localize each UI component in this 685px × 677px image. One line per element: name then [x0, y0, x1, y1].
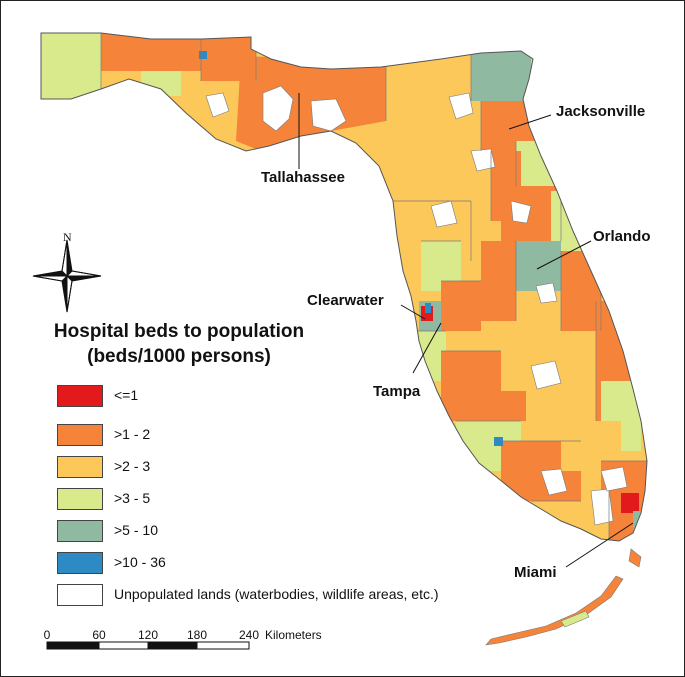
- legend-swatch: [57, 552, 103, 574]
- legend-label: >5 - 10: [114, 522, 158, 538]
- city-label-clearwater: Clearwater: [307, 292, 384, 309]
- unpopulated-area: [540, 468, 568, 496]
- unpopulated-area: [262, 85, 294, 132]
- florida-keys: [485, 548, 642, 646]
- city-label-orlando: Orlando: [593, 228, 651, 245]
- legend-swatch: [57, 584, 103, 606]
- scale-tick-label: 180: [186, 628, 208, 642]
- region-fill: [561, 251, 601, 331]
- region-fill: [621, 493, 639, 513]
- keys-fill: [485, 575, 624, 646]
- legend-label: >10 - 36: [114, 554, 166, 570]
- scale-tick-label: 0: [43, 628, 51, 642]
- region-fill: [441, 281, 481, 331]
- unpopulated-area: [310, 98, 347, 132]
- legend-label: Unpopulated lands (waterbodies, wildlife…: [114, 586, 439, 602]
- legend-swatch: [57, 424, 103, 446]
- region-fill: [411, 331, 446, 381]
- unpopulated-area: [600, 466, 628, 492]
- unpopulated-area: [470, 148, 496, 172]
- region-fill: [494, 437, 503, 446]
- legend-swatch: [57, 385, 103, 407]
- leader-lines: [298, 93, 634, 568]
- legend-swatch: [57, 456, 103, 478]
- scale-unit-label: Kilometers: [265, 628, 322, 642]
- compass-star-icon: [32, 239, 102, 313]
- unpopulated-area: [530, 360, 562, 390]
- unpopulated-area: [510, 200, 532, 224]
- legend-swatch: [57, 488, 103, 510]
- region-fill: [41, 33, 101, 101]
- keys-fill: [560, 610, 590, 628]
- region-fill: [199, 51, 207, 59]
- region-fill: [481, 241, 516, 321]
- legend-swatch: [57, 520, 103, 542]
- legend-label: >1 - 2: [114, 426, 151, 442]
- city-label-tampa: Tampa: [373, 383, 421, 400]
- leader-line-orlando: [536, 240, 592, 270]
- unpopulated-areas: [205, 85, 628, 526]
- north-arrow-label: N: [63, 230, 72, 244]
- city-label-jacksonville: Jacksonville: [556, 103, 646, 120]
- unpopulated-area: [590, 488, 614, 526]
- legend-label: >3 - 5: [114, 490, 151, 506]
- region-fill: [101, 33, 201, 71]
- legend-title-line-1: Hospital beds to population: [53, 321, 305, 342]
- scale-segment: [98, 641, 149, 650]
- region-fill: [421, 241, 461, 291]
- scale-segment: [147, 641, 198, 650]
- leader-line-tampa: [412, 322, 442, 374]
- region-fill: [516, 141, 561, 186]
- legend-label: >2 - 3: [114, 458, 151, 474]
- legend-title-line-2: (beds/1000 persons): [87, 346, 271, 367]
- region-fill: [471, 49, 531, 101]
- region-fill: [425, 303, 431, 313]
- keys-fill: [628, 548, 642, 568]
- city-label-tallahassee: Tallahassee: [261, 169, 345, 186]
- region-fill: [501, 186, 561, 241]
- region-fill: [441, 351, 501, 421]
- unpopulated-area: [430, 200, 458, 228]
- unpopulated-area: [535, 282, 558, 304]
- scale-bar: [46, 641, 250, 650]
- leader-line-jacksonville: [508, 114, 552, 130]
- scale-tick-label: 240: [238, 628, 260, 642]
- scale-segment: [46, 641, 100, 650]
- leader-line-clearwater: [400, 304, 426, 320]
- unpopulated-area: [205, 92, 230, 118]
- scale-segment: [196, 641, 250, 650]
- region-fill: [489, 391, 526, 421]
- legend-title: Hospital beds to population (beds/1000 p…: [29, 319, 329, 369]
- unpopulated-area: [448, 92, 474, 120]
- leader-line-miami: [565, 522, 634, 568]
- scale-tick-label: 60: [92, 628, 106, 642]
- region-fill: [516, 241, 561, 291]
- scale-tick-label: 120: [137, 628, 159, 642]
- legend-label: <=1: [114, 387, 139, 403]
- region-fill: [561, 421, 621, 471]
- region-fill: [141, 71, 181, 96]
- city-label-miami: Miami: [514, 564, 557, 581]
